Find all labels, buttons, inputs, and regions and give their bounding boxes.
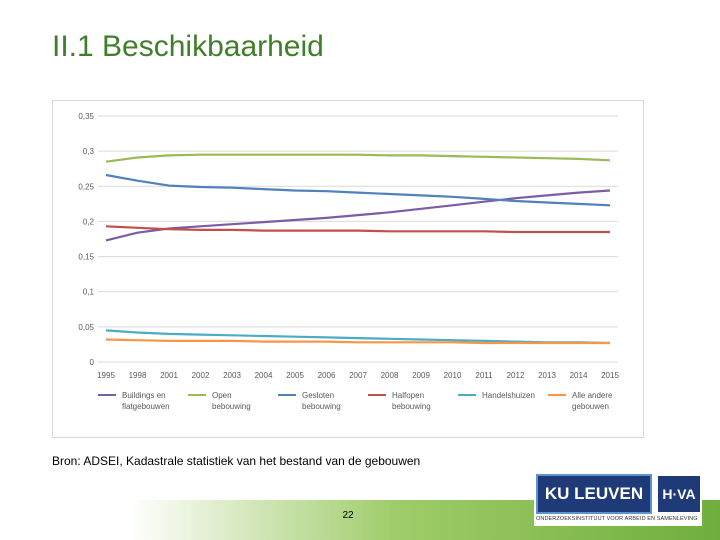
series-line-buildings <box>105 189 611 242</box>
legend-label-andere: Alle andere <box>572 391 613 400</box>
line-chart: 0 0,05 0,1 0,15 0,2 0,25 0,3 0,35 1995 1998 2001 20… <box>78 112 619 411</box>
legend-label-andere: gebouwen <box>572 402 609 411</box>
series-line-open <box>105 153 611 163</box>
x-tick-label: 2014 <box>570 371 588 380</box>
legend-label-gesloten: bebouwing <box>302 402 341 411</box>
y-tick-label: 0,05 <box>78 323 94 332</box>
x-tick-label: 2002 <box>192 371 210 380</box>
x-tick-label: 2012 <box>507 371 525 380</box>
slide-title: II.1 Beschikbaarheid <box>52 30 324 63</box>
x-tick-label: 1998 <box>129 371 147 380</box>
x-tick-label: 2007 <box>349 371 367 380</box>
legend-label-open: bebouwing <box>212 402 251 411</box>
ku-leuven-logo: KU LEUVEN <box>536 474 652 514</box>
x-tick-label: 2003 <box>223 371 241 380</box>
series-line-halfopen <box>105 225 610 234</box>
hva-logo: H·VA <box>658 476 700 512</box>
page-number: 22 <box>342 510 354 521</box>
series-line-andere <box>105 338 610 345</box>
y-tick-label: 0,1 <box>83 288 95 297</box>
x-tick-label: 2006 <box>318 371 336 380</box>
x-tick-label: 2009 <box>412 371 430 380</box>
series-line-gesloten <box>105 173 611 207</box>
x-tick-label: 2013 <box>538 371 556 380</box>
x-tick-label: 1995 <box>97 371 115 380</box>
y-tick-label: 0,35 <box>78 112 94 121</box>
x-tick-label: 2008 <box>381 371 399 380</box>
legend-label-halfopen: bebouwing <box>392 402 431 411</box>
legend-label-handelshuizen: Handelshuizen <box>482 391 535 400</box>
y-tick-label: 0,3 <box>83 147 95 156</box>
x-tick-label: 2001 <box>160 371 178 380</box>
legend-label-open: Open <box>212 391 232 400</box>
logo-block: KU LEUVEN H·VA ONDERZOEKSINSTITUUT VOOR … <box>534 472 702 526</box>
institute-subtitle: ONDERZOEKSINSTITUUT VOOR ARBEID EN SAMEN… <box>536 516 698 522</box>
legend-label-buildings: Buildings en <box>122 391 166 400</box>
x-tick-label: 2015 <box>601 371 619 380</box>
legend-label-halfopen: Halfopen <box>392 391 424 400</box>
x-tick-label: 2005 <box>286 371 304 380</box>
x-tick-label: 2011 <box>475 371 493 380</box>
y-tick-label: 0 <box>90 358 95 367</box>
y-tick-label: 0,15 <box>78 253 94 262</box>
y-tick-label: 0,2 <box>83 217 95 226</box>
y-tick-label: 0,25 <box>78 182 94 191</box>
source-note: Bron: ADSEI, Kadastrale statistiek van h… <box>52 454 421 468</box>
legend-label-gesloten: Gesloten <box>302 391 334 400</box>
chart-frame: 0 0,05 0,1 0,15 0,2 0,25 0,3 0,35 1995 1998 2001 20… <box>52 100 644 438</box>
legend-label-buildings: flatgebouwen <box>122 402 170 411</box>
x-tick-label: 2010 <box>444 371 462 380</box>
x-tick-label: 2004 <box>255 371 273 380</box>
series-line-handelshuizen <box>105 329 611 345</box>
